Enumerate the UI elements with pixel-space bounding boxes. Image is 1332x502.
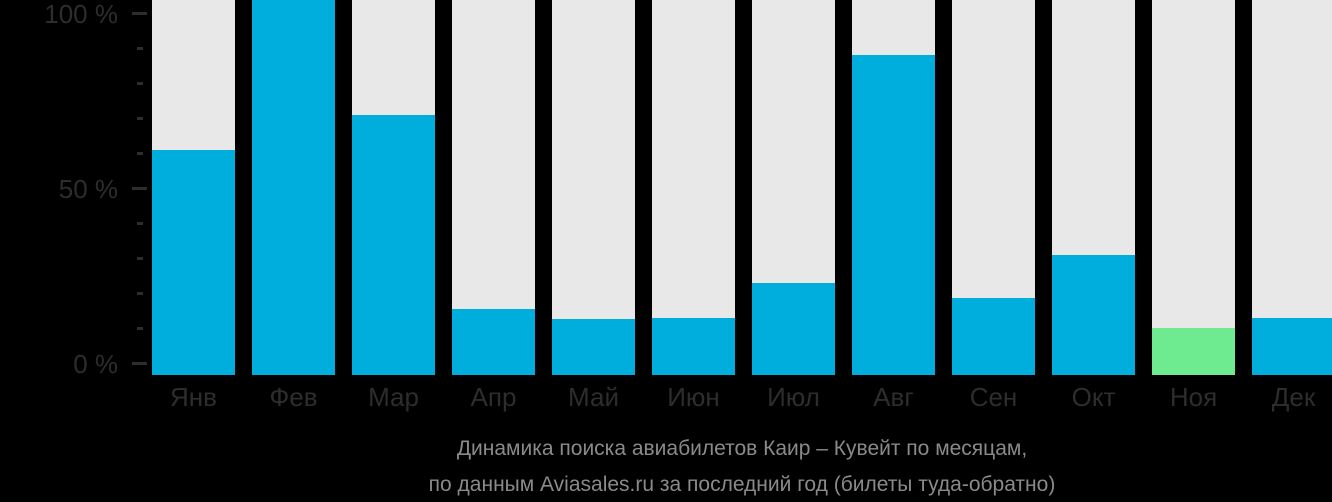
y-axis-minor-tick: [137, 152, 143, 155]
bar-track: [352, 0, 435, 375]
y-tick-label: 0 %: [73, 348, 118, 379]
y-axis-minor-tick: [137, 292, 143, 295]
bar-track: [652, 0, 735, 375]
bar-track: [952, 0, 1035, 375]
x-tick-label: Окт: [1071, 382, 1116, 412]
bar-fill: [1252, 317, 1332, 375]
chart-subtitle: по данным Aviasales.ru за последний год …: [428, 473, 1056, 496]
bar-track: [1052, 0, 1135, 375]
bar-track: [1152, 0, 1235, 375]
bar-track: [452, 0, 535, 375]
x-tick-label: Авг: [873, 382, 914, 412]
bar-fill: [252, 0, 335, 375]
x-tick-label: Июл: [767, 382, 820, 412]
chart-title: Динамика поиска авиабилетов Каир – Кувей…: [456, 437, 1028, 460]
bar-fill: [652, 317, 735, 375]
y-axis-major-tick: [132, 12, 147, 15]
bar-fill: [752, 282, 835, 375]
y-axis-minor-tick: [137, 47, 143, 50]
bar-fill: [552, 319, 635, 375]
y-axis-minor-tick: [137, 327, 143, 330]
bar-fill: [452, 308, 535, 375]
y-axis-minor-tick: [137, 117, 143, 120]
x-tick-label: Ноя: [1169, 382, 1218, 412]
y-tick-label: 100 %: [44, 0, 118, 29]
bar-track: [252, 0, 335, 375]
y-axis-major-tick: [132, 187, 147, 190]
x-tick-label: Мар: [368, 382, 419, 412]
bar-fill: [952, 298, 1035, 375]
bar-track: [552, 0, 635, 375]
bar-fill-highlight: [1152, 328, 1235, 375]
bar-track: [152, 0, 235, 375]
bar-fill: [352, 114, 435, 375]
x-tick-label: Янв: [170, 382, 217, 412]
bar-fill: [152, 149, 235, 375]
x-tick-label: Сен: [969, 382, 1018, 412]
x-tick-label: Дек: [1271, 382, 1316, 412]
bar-track: [852, 0, 935, 375]
x-tick-label: Июн: [667, 382, 720, 412]
y-axis-minor-tick: [137, 82, 143, 85]
bar-track: [1252, 0, 1332, 375]
bar-track: [752, 0, 835, 375]
y-axis-minor-tick: [137, 257, 143, 260]
y-axis-major-tick: [132, 362, 147, 365]
x-tick-label: Май: [568, 382, 619, 412]
x-tick-label: Фев: [269, 382, 318, 412]
x-tick-label: Апр: [470, 382, 517, 412]
bar-fill: [852, 55, 935, 375]
y-axis-minor-tick: [137, 222, 143, 225]
chart-caption: Динамика поиска авиабилетов Каир – Кувей…: [152, 431, 1332, 502]
y-tick-label: 50 %: [58, 173, 118, 204]
bar-fill: [1052, 254, 1135, 375]
